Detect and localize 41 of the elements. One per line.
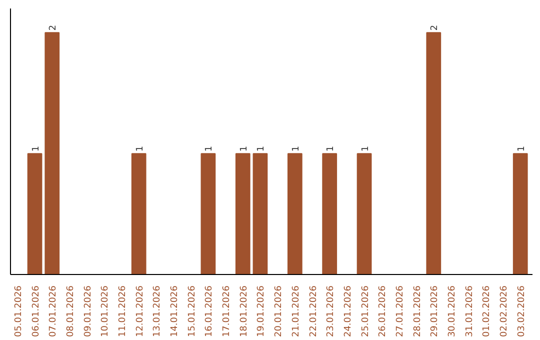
x-tick-label: 26.01.2026	[378, 285, 388, 338]
x-tick-label: 25.01.2026	[360, 285, 371, 338]
x-tick-label: 24.01.2026	[343, 285, 354, 338]
x-tick-label: 10.01.2026	[100, 285, 111, 338]
data-label: 1	[31, 146, 42, 152]
data-label: 1	[516, 146, 527, 152]
x-tick-label: 17.01.2026	[222, 285, 232, 338]
x-tick-label: 18.01.2026	[239, 285, 250, 338]
x-tick-label: 19.01.2026	[256, 285, 267, 338]
x-tick-label: 16.01.2026	[204, 285, 215, 338]
x-tick-label: 14.01.2026	[170, 285, 180, 338]
x-tick-label: 20.01.2026	[274, 285, 284, 338]
x-tick-label: 28.01.2026	[412, 285, 423, 338]
data-label: 1	[204, 146, 215, 152]
x-tick-label: 05.01.2026	[14, 285, 24, 338]
data-label: 1	[239, 146, 250, 152]
data-label: 1	[256, 146, 267, 152]
x-tick-label: 15.01.2026	[187, 285, 198, 338]
data-label: 2	[48, 24, 59, 31]
x-tick-label: 21.01.2026	[291, 285, 302, 338]
x-tick-label: 03.02.2026	[516, 285, 527, 338]
x-tick-label: 11.01.2026	[118, 285, 128, 338]
x-tick-label: 22.01.2026	[308, 285, 319, 338]
x-tick-label: 29.01.2026	[430, 285, 440, 338]
x-tick-label: 27.01.2026	[395, 285, 406, 338]
data-label: 2	[430, 24, 440, 31]
x-tick-label: 12.01.2026	[135, 285, 146, 338]
x-tick-label: 09.01.2026	[83, 285, 94, 338]
x-tick-label: 08.01.2026	[66, 285, 76, 338]
x-tick-label: 07.01.2026	[48, 285, 59, 338]
data-label: 1	[360, 146, 371, 152]
data-label: 1	[291, 146, 302, 152]
x-tick-label: 02.02.2026	[500, 285, 510, 338]
x-tick-label: 31.01.2026	[464, 285, 475, 338]
x-tick-label: 06.01.2026	[31, 285, 42, 338]
x-tick-label: 30.01.2026	[447, 285, 458, 338]
x-tick-label: 01.02.2026	[482, 285, 492, 338]
x-tick-label: 23.01.2026	[326, 285, 336, 338]
data-label: 1	[326, 146, 336, 152]
data-label: 1	[135, 146, 146, 152]
x-tick-label: 13.01.2026	[152, 285, 163, 338]
